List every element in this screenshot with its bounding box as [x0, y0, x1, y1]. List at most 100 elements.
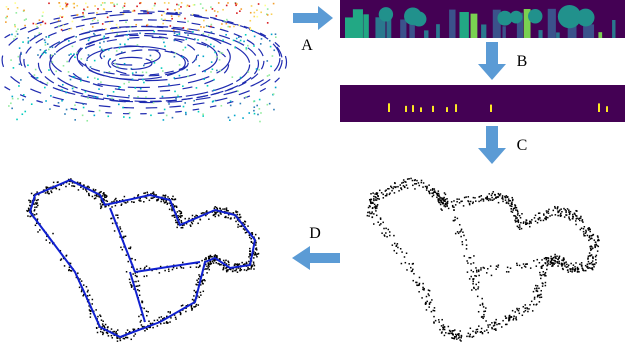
map-point: [583, 228, 585, 230]
map-point: [595, 259, 597, 261]
point: [225, 34, 227, 36]
point: [183, 27, 185, 29]
map-point: [554, 254, 556, 256]
map-point: [214, 255, 216, 257]
point: [94, 60, 96, 62]
point: [103, 49, 105, 51]
map-point: [416, 183, 418, 185]
map-point: [541, 266, 543, 268]
map-point: [470, 201, 472, 203]
map-point: [197, 282, 199, 284]
point: [109, 71, 111, 73]
map-point: [521, 213, 523, 215]
map-point: [138, 200, 140, 202]
map-point: [521, 267, 523, 269]
map-point: [513, 315, 515, 317]
point: [136, 6, 138, 8]
map-point: [217, 208, 219, 210]
map-point: [241, 269, 243, 271]
map-point: [575, 262, 577, 264]
map-point: [556, 256, 558, 258]
point: [75, 36, 77, 38]
map-point: [220, 264, 222, 266]
map-point: [505, 199, 507, 201]
map-point: [541, 259, 543, 261]
point: [194, 38, 196, 40]
point: [34, 35, 36, 37]
point: [82, 14, 84, 16]
map-point: [139, 285, 141, 287]
map-point: [130, 246, 132, 248]
map-point: [57, 181, 59, 183]
point: [163, 119, 165, 121]
map-point: [591, 249, 593, 251]
map-point: [539, 301, 541, 303]
point: [243, 41, 245, 43]
map-point: [375, 196, 377, 198]
map-point: [82, 295, 84, 297]
map-point: [382, 194, 384, 196]
point: [245, 34, 247, 36]
map-point: [526, 263, 528, 265]
map-point: [102, 195, 104, 197]
map-point: [386, 193, 388, 195]
point: [54, 53, 56, 55]
map-point: [486, 272, 488, 274]
map-point: [244, 263, 246, 265]
map-point: [373, 200, 375, 202]
map-point: [460, 236, 462, 238]
map-point: [555, 257, 557, 259]
map-point: [554, 207, 556, 209]
map-point: [588, 255, 590, 257]
point: [250, 28, 252, 30]
map-point: [370, 193, 372, 195]
map-point: [175, 198, 177, 200]
map-point: [173, 215, 175, 217]
map-point: [515, 221, 517, 223]
point: [161, 14, 163, 16]
map-point: [445, 194, 447, 196]
map-point: [567, 208, 569, 210]
map-point: [182, 262, 184, 264]
point: [125, 21, 127, 23]
point: [73, 53, 75, 55]
map-point: [464, 255, 466, 256]
map-point: [585, 270, 587, 272]
map-point: [30, 200, 32, 202]
point: [25, 18, 27, 20]
map-point: [589, 235, 591, 237]
map-point: [517, 309, 519, 311]
point: [139, 32, 141, 34]
point: [270, 66, 272, 68]
map-point: [373, 196, 375, 198]
map-point: [539, 272, 541, 274]
map-point: [444, 200, 446, 202]
point: [171, 18, 173, 20]
map-point: [171, 198, 173, 200]
map-point: [36, 200, 38, 202]
point: [85, 47, 87, 49]
point: [233, 26, 235, 28]
point: [180, 6, 182, 8]
map-point: [113, 201, 115, 203]
point: [93, 18, 95, 20]
point: [259, 108, 261, 110]
map-point: [575, 224, 577, 226]
point: [14, 24, 16, 26]
map-point: [99, 314, 101, 316]
map-point: [549, 215, 551, 217]
map-point: [114, 199, 116, 201]
point: [117, 66, 119, 68]
map-point: [551, 260, 553, 262]
map-point: [576, 215, 578, 217]
map-point: [472, 278, 474, 280]
map-point: [468, 196, 470, 198]
map-point: [39, 229, 41, 231]
map-point: [563, 208, 565, 210]
point: [22, 41, 24, 43]
point: [205, 10, 207, 12]
point: [236, 12, 238, 14]
map-point: [473, 288, 475, 290]
map-point: [506, 195, 508, 197]
map-point: [164, 270, 166, 272]
